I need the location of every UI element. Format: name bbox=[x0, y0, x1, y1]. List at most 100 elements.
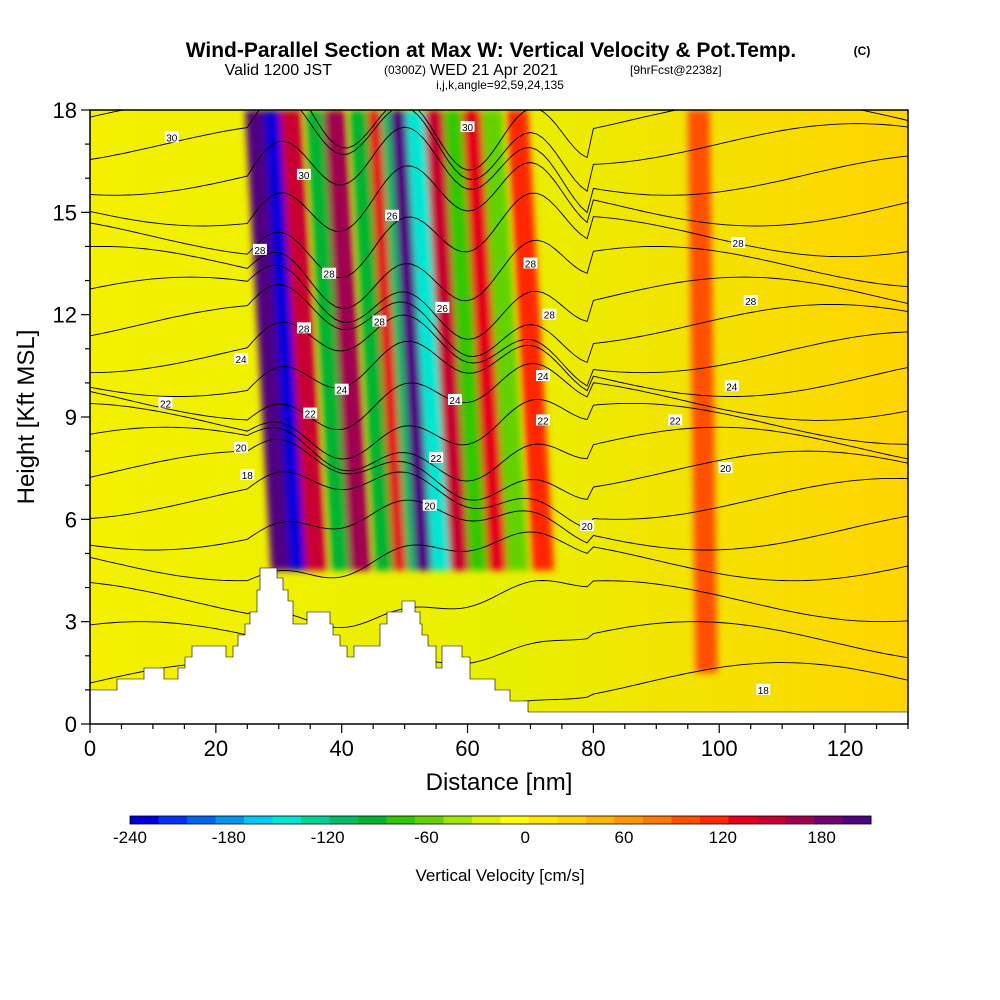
isentrope-label: 20 bbox=[422, 499, 437, 513]
isentrope-label: 24 bbox=[536, 370, 551, 383]
isentrope-label: 24 bbox=[447, 393, 462, 407]
index-line: i,j,k,angle=92,59,24,135 bbox=[436, 78, 564, 92]
valid-time: Valid 1200 JST bbox=[225, 62, 333, 79]
isentrope-label: 30 bbox=[164, 131, 179, 144]
isentrope-line bbox=[90, 264, 908, 340]
svg-text:18: 18 bbox=[242, 471, 254, 482]
colorbar-tick-label: 180 bbox=[807, 828, 835, 847]
velocity-band bbox=[443, 110, 492, 571]
isentrope-line bbox=[90, 126, 908, 214]
y-tick-label: 18 bbox=[53, 98, 77, 123]
isentrope-contours: 30 30 30 28 28 28 28 28 28 28 28 26 26 24 24 24 24 24 22 22… bbox=[90, 110, 908, 705]
isentrope-label: 22 bbox=[429, 451, 444, 465]
svg-text:28: 28 bbox=[745, 297, 757, 308]
isentrope-line bbox=[90, 110, 908, 192]
colorbar-swatch bbox=[785, 816, 815, 824]
isentrope-label: 20 bbox=[234, 441, 249, 455]
svg-text:22: 22 bbox=[160, 399, 172, 410]
y-tick-label: 15 bbox=[53, 200, 77, 225]
colorbar-swatch bbox=[244, 816, 273, 824]
colorbar-tick-label: -180 bbox=[212, 828, 246, 847]
y-axis-label: Height [Kft MSL] bbox=[13, 330, 40, 505]
colorbar-swatch bbox=[415, 816, 444, 824]
colorbar: -240 -180 -120 -60 0 60 120 180 bbox=[113, 815, 872, 847]
isentrope-label: 28 bbox=[252, 243, 267, 257]
isentrope-label: 24 bbox=[724, 380, 739, 393]
x-tick-label: 0 bbox=[84, 736, 96, 761]
colorbar-swatch bbox=[728, 816, 758, 824]
y-tick-label: 9 bbox=[65, 405, 77, 430]
title-block: Wind-Parallel Section at Max W: Vertical… bbox=[186, 39, 871, 92]
colorbar-swatch bbox=[215, 816, 245, 824]
colorbar-swatch bbox=[586, 816, 615, 824]
colorbar-swatch bbox=[671, 816, 701, 824]
velocity-band bbox=[279, 110, 328, 571]
isentrope-label: 28 bbox=[542, 308, 557, 322]
svg-text:20: 20 bbox=[720, 464, 732, 475]
velocity-band bbox=[687, 110, 718, 673]
y-axis: 0 3 6 9 12 15 18 bbox=[53, 98, 90, 737]
plot-area: 30 30 30 28 28 28 28 28 28 28 28 26 26 24 24 24 24 24 22 22… bbox=[90, 110, 908, 724]
isentrope-line bbox=[90, 426, 908, 482]
colorbar-swatch bbox=[614, 816, 644, 824]
velocity-band bbox=[348, 110, 397, 571]
x-tick-label: 60 bbox=[455, 736, 479, 761]
colorbar-swatch bbox=[557, 816, 587, 824]
chart-title: Wind-Parallel Section at Max W: Vertical… bbox=[186, 39, 797, 62]
isentrope-label: 22 bbox=[158, 397, 173, 410]
isentrope-label: 20 bbox=[580, 520, 595, 533]
svg-text:28: 28 bbox=[733, 239, 745, 250]
svg-text:22: 22 bbox=[537, 416, 549, 427]
isentrope-label: 28 bbox=[372, 315, 387, 328]
isentrope-label: 18 bbox=[756, 683, 771, 697]
colorbar-swatch bbox=[301, 816, 330, 824]
isentrope-label: 28 bbox=[322, 267, 337, 281]
isentrope-line bbox=[90, 438, 908, 501]
forecast-info: [9hrFcst@2238z] bbox=[630, 63, 722, 77]
velocity-band bbox=[323, 110, 372, 571]
colorbar-swatch bbox=[529, 816, 558, 824]
colorbar-swatch bbox=[757, 816, 786, 824]
colorbar-swatch bbox=[472, 816, 501, 824]
velocity-band bbox=[480, 110, 529, 571]
isentrope-label: 26 bbox=[435, 301, 450, 315]
colorbar-swatch bbox=[329, 816, 359, 824]
svg-text:20: 20 bbox=[582, 522, 594, 533]
x-axis-label: Distance [nm] bbox=[426, 769, 573, 796]
velocity-band bbox=[462, 110, 510, 571]
isentrope-label: 28 bbox=[731, 237, 746, 250]
isentrope-line bbox=[90, 363, 908, 431]
svg-text:26: 26 bbox=[386, 212, 398, 223]
isentrope-line bbox=[90, 398, 908, 460]
isentrope-line bbox=[90, 284, 908, 364]
y-tick-label: 0 bbox=[65, 712, 77, 737]
x-tick-label: 100 bbox=[701, 736, 738, 761]
colorbar-frame bbox=[129, 815, 872, 825]
valid-date: WED 21 Apr 2021 bbox=[430, 62, 558, 79]
colorbar-tick-label: -120 bbox=[311, 828, 345, 847]
colorbar-swatch bbox=[814, 816, 843, 824]
colorbar-tick-label: -60 bbox=[414, 828, 439, 847]
isentrope-label: 22 bbox=[303, 407, 318, 421]
isentrope-line bbox=[90, 314, 908, 387]
svg-text:22: 22 bbox=[431, 454, 443, 465]
colorbar-swatch bbox=[386, 816, 416, 824]
isentrope-line bbox=[90, 621, 908, 665]
x-tick-label: 120 bbox=[827, 736, 864, 761]
isentrope-label: 20 bbox=[718, 462, 733, 475]
colorbar-swatch bbox=[443, 816, 473, 824]
colorbar-swatch bbox=[187, 816, 216, 824]
isentrope-line bbox=[90, 192, 908, 279]
svg-text:26: 26 bbox=[437, 304, 449, 315]
terrain bbox=[90, 567, 908, 724]
valid-utc: (0300Z) bbox=[384, 63, 426, 77]
y-tick-label: 3 bbox=[65, 610, 77, 635]
colorbar-tick-label: 120 bbox=[709, 828, 737, 847]
svg-text:28: 28 bbox=[544, 311, 556, 322]
svg-text:22: 22 bbox=[670, 416, 682, 427]
colorbar-swatch bbox=[500, 816, 530, 824]
isentrope-label: 22 bbox=[536, 414, 551, 427]
isentrope-label: 24 bbox=[334, 383, 349, 397]
isentrope-line bbox=[90, 580, 908, 629]
